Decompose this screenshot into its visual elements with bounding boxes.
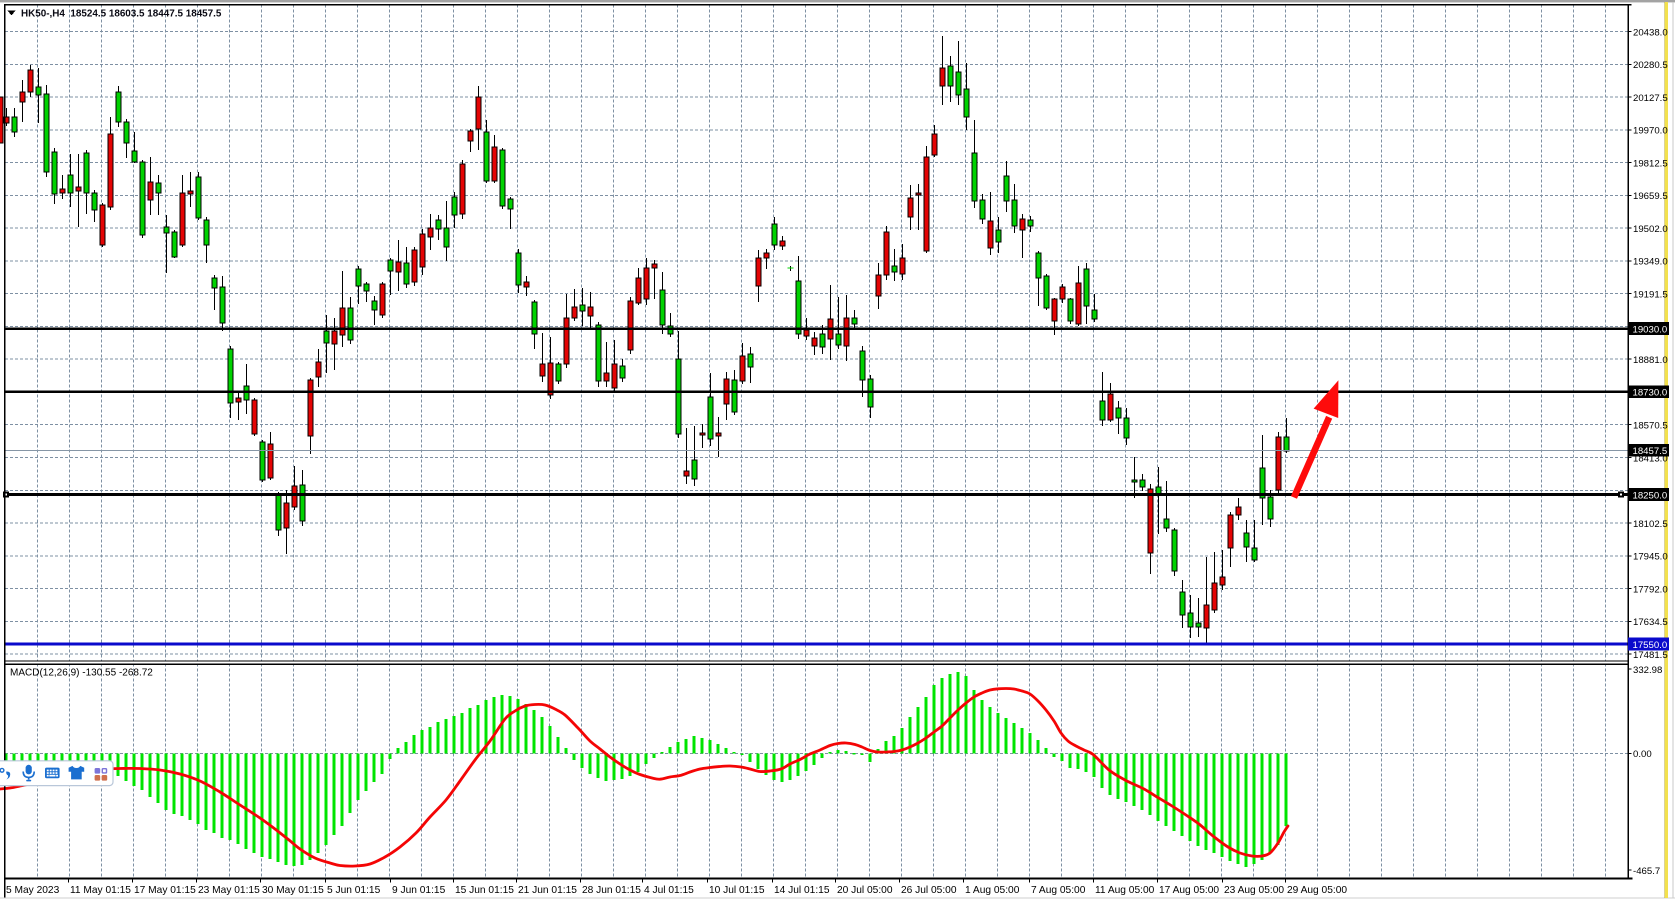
svg-text:HK50-,H4 18524.5 18603.5 1844: HK50-,H4 18524.5 18603.5 18447.5 18457.5 (21, 9, 222, 20)
svg-text:20 Jul 05:00: 20 Jul 05:00 (837, 885, 893, 896)
svg-text:26 Jul 05:00: 26 Jul 05:00 (901, 885, 957, 896)
svg-text:4 Jul 01:15: 4 Jul 01:15 (644, 885, 694, 896)
svg-text:18102.5: 18102.5 (1633, 519, 1668, 530)
svg-text:19970.0: 19970.0 (1633, 126, 1668, 137)
svg-text:15 Jun 01:15: 15 Jun 01:15 (455, 885, 514, 896)
svg-text:19502.0: 19502.0 (1633, 224, 1668, 235)
svg-text:20280.5: 20280.5 (1633, 60, 1668, 71)
svg-text:19812.5: 19812.5 (1633, 158, 1668, 169)
svg-text:20127.5: 20127.5 (1633, 93, 1668, 104)
svg-text:17792.0: 17792.0 (1633, 584, 1668, 595)
svg-text:19191.5: 19191.5 (1633, 290, 1668, 301)
svg-text:20438.0: 20438.0 (1633, 27, 1668, 38)
svg-text:0.00: 0.00 (1633, 749, 1652, 760)
svg-text:29 Aug 05:00: 29 Aug 05:00 (1287, 885, 1347, 896)
svg-text:30 May 01:15: 30 May 01:15 (262, 885, 324, 896)
svg-text:17634.5: 17634.5 (1633, 617, 1668, 628)
svg-text:18457.5: 18457.5 (1633, 446, 1668, 457)
svg-text:19030.0: 19030.0 (1633, 325, 1668, 336)
svg-text:17 Aug 05:00: 17 Aug 05:00 (1159, 885, 1219, 896)
svg-text:18730.0: 18730.0 (1633, 388, 1668, 399)
svg-text:17481.5: 17481.5 (1633, 650, 1668, 661)
svg-text:10 Jul 01:15: 10 Jul 01:15 (709, 885, 765, 896)
svg-text:21 Jun 01:15: 21 Jun 01:15 (518, 885, 577, 896)
svg-text:18881.0: 18881.0 (1633, 355, 1668, 366)
svg-text:332.98: 332.98 (1633, 665, 1662, 676)
svg-text:23 May 01:15: 23 May 01:15 (198, 885, 260, 896)
svg-text:17 May 01:15: 17 May 01:15 (134, 885, 196, 896)
svg-text:-465.7: -465.7 (1633, 866, 1660, 877)
svg-text:14 Jul 01:15: 14 Jul 01:15 (774, 885, 830, 896)
svg-text:MACD(12,26,9) -130.55 -268.72: MACD(12,26,9) -130.55 -268.72 (10, 668, 153, 679)
svg-text:5 May 2023: 5 May 2023 (6, 885, 60, 896)
svg-text:19659.5: 19659.5 (1633, 191, 1668, 202)
svg-text:11 Aug 05:00: 11 Aug 05:00 (1095, 885, 1155, 896)
svg-text:23 Aug 05:00: 23 Aug 05:00 (1224, 885, 1284, 896)
svg-text:18413.0: 18413.0 (1633, 453, 1668, 464)
svg-text:7 Aug 05:00: 7 Aug 05:00 (1031, 885, 1086, 896)
svg-text:18570.5: 18570.5 (1633, 421, 1668, 432)
svg-text:11 May 01:15: 11 May 01:15 (70, 885, 131, 896)
svg-text:19349.0: 19349.0 (1633, 257, 1668, 268)
svg-text:17550.0: 17550.0 (1633, 640, 1668, 651)
svg-text:18250.0: 18250.0 (1633, 491, 1668, 502)
svg-text:17945.0: 17945.0 (1633, 552, 1668, 563)
svg-text:1 Aug 05:00: 1 Aug 05:00 (965, 885, 1020, 896)
svg-text:28 Jun 01:15: 28 Jun 01:15 (582, 885, 641, 896)
svg-text:5 Jun 01:15: 5 Jun 01:15 (327, 885, 381, 896)
svg-text:9 Jun 01:15: 9 Jun 01:15 (392, 885, 446, 896)
